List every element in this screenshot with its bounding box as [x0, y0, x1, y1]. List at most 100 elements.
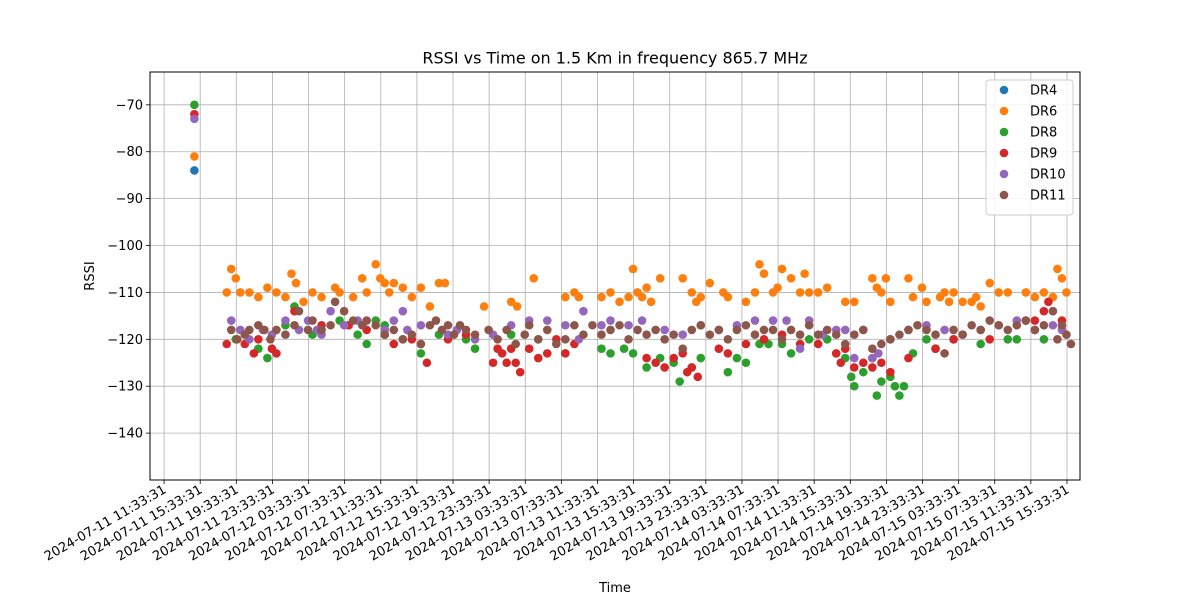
data-point	[552, 339, 561, 349]
data-point	[542, 325, 552, 335]
data-point	[899, 381, 909, 391]
data-point	[1012, 335, 1022, 344]
data-point	[908, 292, 918, 302]
data-point	[488, 358, 498, 368]
data-point	[958, 330, 967, 339]
data-point	[1039, 306, 1049, 316]
data-point	[651, 358, 660, 368]
data-point	[895, 330, 904, 339]
data-point	[886, 335, 895, 344]
data-point	[561, 349, 570, 358]
data-point	[800, 269, 809, 278]
data-point	[958, 297, 967, 307]
data-point	[398, 335, 408, 344]
data-point	[868, 274, 877, 283]
data-point	[561, 320, 570, 330]
data-point	[840, 325, 850, 335]
data-point	[579, 330, 588, 339]
data-point	[1062, 330, 1071, 339]
data-point	[628, 349, 638, 358]
data-point	[437, 325, 447, 335]
data-point	[877, 358, 886, 368]
data-point	[455, 320, 465, 330]
series-dr6	[190, 152, 1071, 311]
data-point	[407, 292, 417, 302]
data-point	[723, 335, 733, 344]
data-point	[606, 288, 615, 297]
data-point	[291, 278, 301, 288]
data-point	[506, 297, 516, 307]
data-point	[1066, 339, 1076, 349]
data-point	[705, 278, 715, 288]
series-dr4	[190, 166, 199, 175]
data-point	[904, 274, 913, 283]
data-point	[877, 339, 886, 349]
data-point	[542, 349, 552, 358]
data-point	[949, 288, 958, 297]
data-point	[422, 358, 432, 368]
data-point	[804, 335, 814, 344]
data-point	[922, 335, 931, 344]
data-point	[389, 339, 399, 349]
data-point	[1012, 320, 1022, 330]
data-point	[317, 292, 326, 302]
data-point	[249, 349, 259, 358]
data-point	[669, 353, 678, 363]
data-point	[628, 264, 638, 274]
data-point	[1039, 320, 1049, 330]
data-point	[502, 358, 511, 368]
data-point	[931, 330, 940, 339]
data-point	[687, 288, 697, 297]
data-point	[260, 325, 269, 335]
data-point	[687, 363, 697, 372]
data-point	[416, 283, 426, 293]
data-point	[849, 297, 859, 307]
data-point	[922, 325, 931, 335]
data-point	[416, 349, 426, 358]
legend-item-dr9: DR9	[999, 147, 1057, 162]
data-point	[1048, 306, 1058, 316]
data-point	[782, 316, 791, 325]
data-point	[651, 325, 660, 335]
data-point	[497, 349, 507, 358]
data-point	[254, 292, 263, 302]
data-point	[669, 330, 678, 339]
data-point	[615, 320, 624, 330]
data-point	[895, 391, 904, 400]
data-point	[425, 320, 435, 330]
legend-label: DR6	[1030, 105, 1057, 120]
data-point	[795, 330, 805, 339]
data-point	[741, 297, 751, 307]
data-point	[813, 330, 823, 339]
legend-label: DR4	[1030, 84, 1057, 99]
data-point	[512, 302, 522, 311]
data-point	[299, 297, 308, 307]
data-point	[272, 325, 281, 335]
legend-marker	[999, 190, 1009, 200]
data-point	[362, 339, 371, 349]
data-point	[813, 288, 823, 297]
data-point	[254, 335, 263, 344]
data-point	[222, 339, 232, 349]
data-point	[741, 320, 751, 330]
legend-marker	[999, 127, 1009, 137]
data-point	[561, 335, 570, 344]
data-point	[849, 381, 859, 391]
data-point	[624, 292, 633, 302]
data-point	[917, 283, 927, 293]
data-point	[254, 320, 263, 330]
data-point	[287, 269, 296, 278]
data-point	[1057, 320, 1067, 330]
data-point	[678, 274, 688, 283]
data-point	[768, 316, 778, 325]
data-point	[371, 320, 381, 330]
data-point	[222, 288, 232, 297]
data-point	[353, 330, 362, 339]
data-point	[232, 335, 242, 344]
data-point	[904, 325, 913, 335]
data-point	[840, 339, 850, 349]
data-point	[859, 358, 868, 368]
data-point	[795, 288, 805, 297]
data-point	[303, 325, 313, 335]
legend-label: DR8	[1030, 126, 1057, 141]
